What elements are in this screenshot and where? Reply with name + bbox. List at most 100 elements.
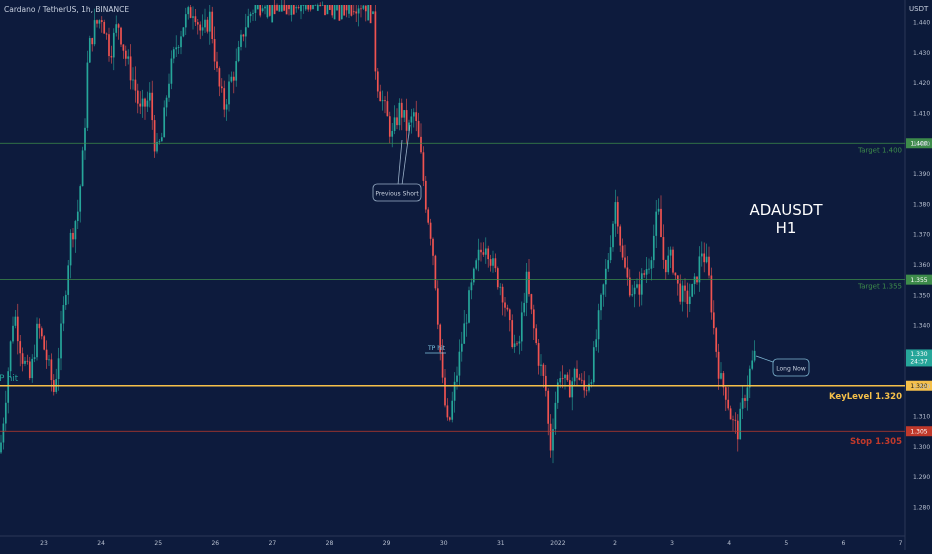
candle-body [115, 24, 118, 33]
candle-body [170, 58, 173, 84]
candle-body [283, 5, 286, 11]
candle-body [76, 211, 79, 222]
candle-body [741, 398, 744, 409]
candle-body [369, 5, 372, 24]
candle-body [746, 387, 749, 401]
candle-body [120, 27, 122, 45]
candle-body [158, 141, 161, 143]
tp-hit-marker[interactable]: TP hit [425, 345, 446, 354]
candle-body [708, 256, 710, 276]
x-tick-label: 6 [841, 540, 845, 547]
y-tick-label: 1.340 [913, 323, 930, 330]
last-price-box [906, 349, 932, 367]
candle-body [684, 285, 686, 291]
candle-body [24, 360, 26, 364]
candle-body [621, 245, 624, 258]
candle-body [715, 328, 718, 352]
time-axis[interactable]: 23 24 25 26 27 28 29 30 31 2022 2 3 4 5 6 7 [40, 540, 902, 547]
candle-body [146, 100, 149, 107]
candle-body [333, 5, 336, 20]
candle-body [729, 408, 732, 420]
candle-body [460, 343, 463, 352]
candle-body [220, 86, 223, 89]
candle-body [585, 390, 588, 392]
candle-body [640, 273, 643, 295]
candle-body [391, 130, 394, 137]
candle-body [520, 312, 523, 342]
candle-body [312, 5, 314, 10]
long-now-label: Long Now [776, 366, 806, 373]
candle-body [33, 357, 36, 359]
candle-body [600, 294, 602, 311]
candle-body [501, 286, 504, 303]
key-level-badge-value: 1.320 [910, 383, 927, 390]
candle-body [398, 102, 401, 126]
candle-body [328, 5, 331, 10]
candle-body [688, 296, 691, 305]
candle-body [734, 419, 737, 421]
y-tick-label: 1.280 [913, 505, 930, 512]
stop-price-badge [906, 426, 932, 437]
candle-body [84, 127, 86, 151]
candle-body [240, 34, 242, 47]
candle-body [458, 351, 461, 376]
candle-body [379, 91, 382, 102]
candle-body [669, 249, 672, 256]
candle-body [645, 269, 648, 275]
candle-body [0, 442, 2, 453]
long-now-callout[interactable]: Long Now [755, 355, 810, 377]
candle-body [177, 47, 180, 48]
candle-body [110, 56, 113, 58]
candle-body [316, 5, 319, 11]
key-level-label: KeyLevel 1.320 [829, 392, 902, 402]
previous-short-callout[interactable]: Previous Short [372, 124, 422, 202]
candle-body [242, 34, 245, 37]
candle-body [657, 208, 660, 212]
candle-body [724, 387, 727, 400]
candle-body [232, 76, 235, 81]
candle-body [64, 294, 67, 306]
candle-body [535, 328, 538, 344]
candle-body [321, 5, 324, 6]
candle-body [513, 343, 516, 348]
candle-body [338, 5, 341, 21]
candle-body [4, 402, 7, 424]
candle-body [693, 276, 696, 285]
last-price-badge[interactable]: 1.330 24:37 [906, 349, 932, 367]
candle-body [528, 271, 530, 295]
x-tick-label: 29 [383, 540, 391, 547]
candle-body [103, 21, 106, 34]
candle-body [288, 5, 290, 10]
candle-body [124, 50, 127, 59]
candle-body [664, 259, 667, 273]
candle-body [208, 11, 211, 32]
candle-body [624, 257, 626, 268]
last-price-value: 1.330 [910, 351, 927, 358]
candle-body [717, 351, 720, 379]
candle-body [223, 88, 226, 110]
candle-body [537, 343, 540, 366]
candle-body [336, 5, 338, 11]
candle-body [506, 307, 509, 310]
candle-body [192, 16, 194, 18]
candle-body [331, 5, 334, 16]
candle-body [156, 141, 158, 152]
candle-body [703, 253, 706, 263]
candle-body [544, 375, 547, 391]
x-tick-label: 24 [97, 540, 105, 547]
y-tick-label: 1.430 [913, 50, 930, 57]
candles-layer [0, 0, 756, 464]
stop-badge-value: 1.305 [910, 429, 927, 436]
candle-body [686, 290, 689, 305]
candle-body [256, 5, 259, 10]
candle-body [588, 383, 590, 391]
y-tick-label: 1.410 [913, 110, 930, 117]
candle-body [590, 382, 593, 384]
candle-body [739, 408, 742, 440]
candle-body [518, 341, 521, 344]
candle-body [93, 20, 96, 45]
candle-body [376, 71, 379, 92]
plot-area[interactable] [0, 0, 905, 550]
y-tick-label: 1.300 [913, 444, 930, 451]
